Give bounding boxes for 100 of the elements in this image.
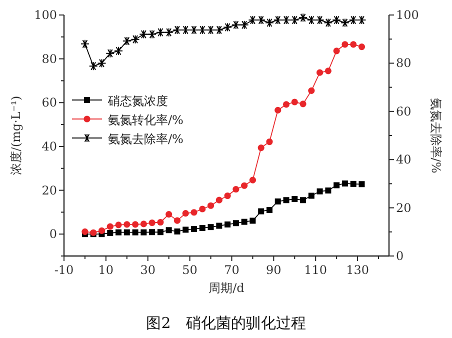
point	[332, 16, 342, 25]
point	[340, 18, 350, 28]
point	[241, 182, 248, 189]
point	[190, 25, 198, 34]
point	[298, 13, 308, 22]
point	[300, 100, 306, 108]
point	[140, 229, 147, 236]
y-tick-label: 100	[34, 8, 57, 22]
y2-tick-label: 40	[396, 152, 412, 167]
y2-tick-label: 20	[396, 200, 412, 215]
point	[241, 218, 248, 225]
point	[198, 25, 207, 34]
text: 图2 硝化菌的驯化过程	[146, 314, 306, 332]
point	[350, 41, 357, 48]
y-tick-label: 80	[42, 52, 57, 66]
point	[182, 210, 189, 217]
point	[274, 198, 281, 204]
point	[333, 48, 340, 54]
point	[223, 22, 232, 32]
point	[130, 34, 140, 44]
point	[216, 222, 222, 229]
point	[232, 186, 240, 193]
x-tick-label: 110	[304, 263, 328, 277]
x-tick-label: 50	[182, 263, 198, 277]
point	[149, 229, 156, 236]
point	[97, 58, 106, 68]
x-tick-label: 10	[98, 263, 114, 277]
y-tick-label: 20	[42, 183, 57, 198]
point	[181, 25, 190, 34]
point	[282, 101, 290, 108]
point	[124, 229, 130, 236]
point	[115, 222, 122, 228]
y2-tick-label: 80	[396, 56, 412, 70]
point	[342, 180, 348, 186]
x-tick-label: 130	[346, 263, 369, 277]
point	[140, 220, 147, 228]
point	[258, 208, 264, 214]
y2-tick-label: 0	[396, 249, 404, 263]
point	[231, 20, 240, 30]
point	[190, 209, 198, 216]
legend-label: 硝态氮浓度	[107, 94, 168, 108]
x-tick-label: -10	[54, 263, 74, 277]
point	[273, 16, 282, 25]
point	[132, 221, 139, 228]
point	[316, 69, 324, 76]
point	[350, 180, 356, 187]
point	[199, 206, 206, 212]
point	[334, 182, 340, 188]
x-tick-label: 90	[266, 263, 282, 277]
point	[214, 25, 224, 34]
point	[132, 229, 138, 236]
point	[315, 16, 324, 25]
point	[208, 224, 214, 230]
point	[174, 217, 181, 224]
point	[290, 16, 300, 25]
point	[348, 16, 358, 25]
point	[282, 16, 291, 25]
y2-tick-label: 100	[396, 8, 419, 22]
point	[240, 20, 249, 30]
point	[308, 87, 315, 94]
point	[157, 229, 164, 236]
legend-label: 氨氮转化率/%	[108, 113, 184, 127]
point	[116, 229, 122, 236]
point	[308, 192, 314, 199]
point	[316, 188, 323, 194]
point	[106, 223, 114, 230]
point	[224, 221, 231, 228]
point	[148, 30, 157, 39]
point	[157, 218, 164, 226]
y-tick-label: 0	[49, 227, 57, 242]
point	[88, 62, 98, 71]
point	[182, 226, 189, 233]
point	[266, 138, 273, 146]
point	[358, 44, 366, 50]
point	[82, 228, 88, 235]
point	[266, 206, 272, 213]
point	[98, 227, 106, 234]
point	[199, 224, 206, 231]
point	[258, 144, 264, 152]
point	[124, 221, 130, 228]
point	[206, 25, 216, 34]
point	[166, 211, 172, 218]
point	[300, 197, 306, 204]
x-tick-label: 70	[224, 263, 240, 277]
point	[174, 228, 180, 234]
point	[358, 181, 365, 188]
point	[342, 41, 348, 48]
point	[80, 39, 90, 48]
y2-axis-title: 氨氮去除率/%	[429, 98, 443, 174]
point	[291, 98, 298, 106]
point	[172, 25, 182, 34]
y2-tick-label: 60	[396, 104, 412, 118]
y-tick-label: 60	[42, 96, 57, 110]
point	[224, 192, 231, 200]
point	[250, 218, 256, 224]
point	[264, 18, 274, 28]
point	[292, 196, 298, 202]
point	[274, 106, 282, 114]
point	[324, 68, 332, 74]
point	[106, 48, 115, 58]
